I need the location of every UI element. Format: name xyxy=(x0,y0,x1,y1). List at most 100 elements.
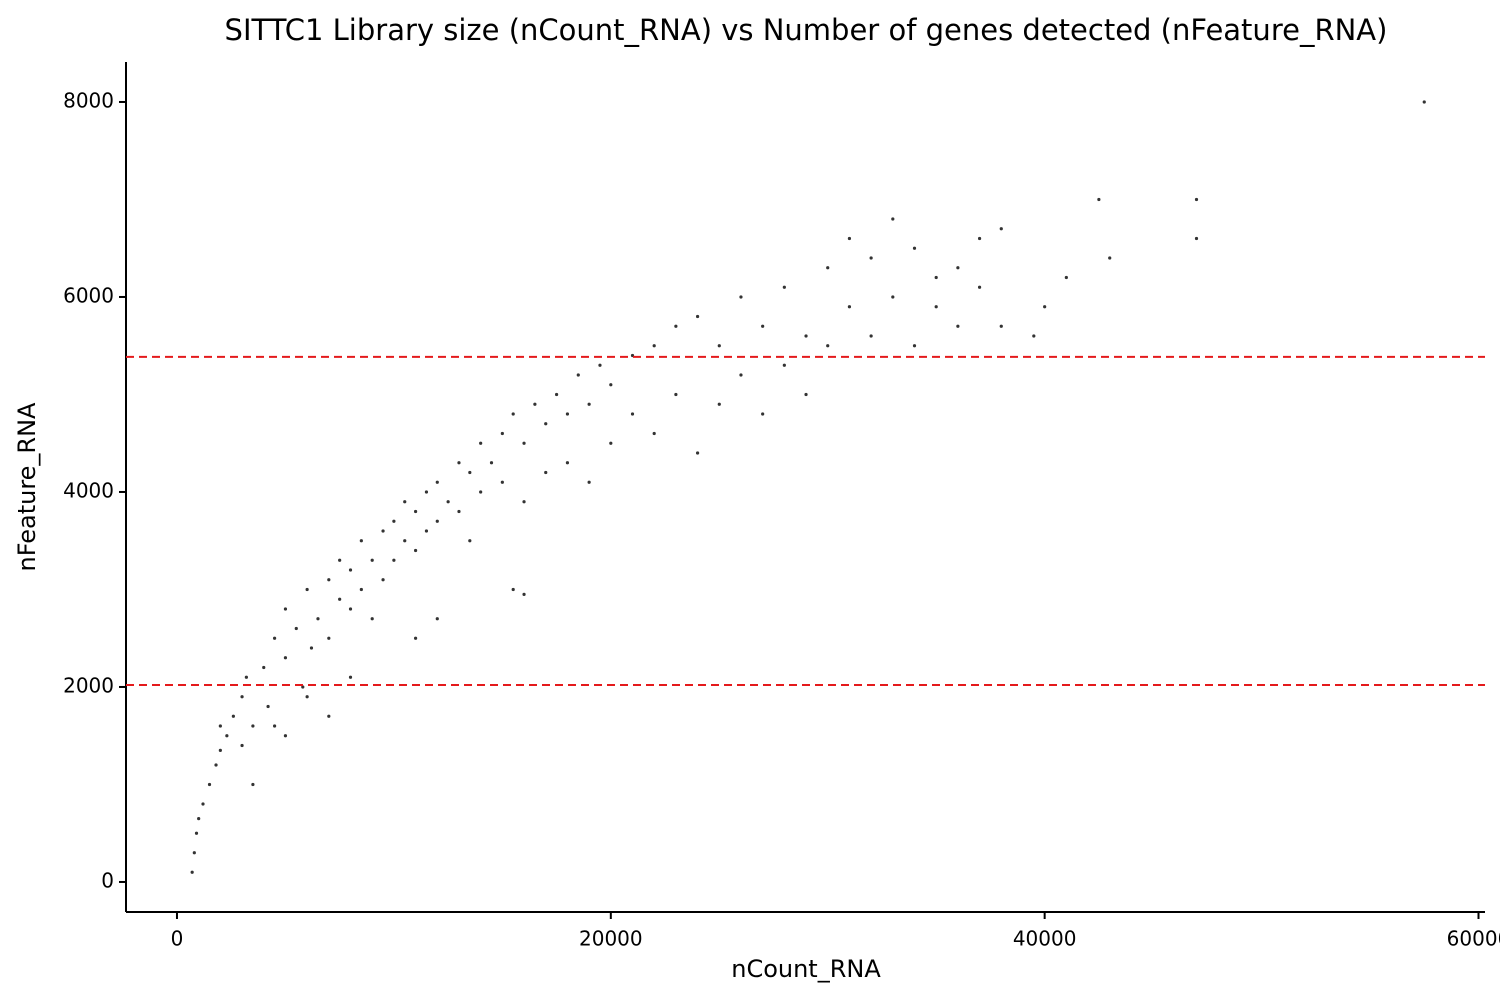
point xyxy=(912,246,917,250)
point xyxy=(305,587,309,592)
point xyxy=(847,236,852,241)
y-axis-title: nFeature_RNA xyxy=(13,402,41,572)
y-tick-label: 8000 xyxy=(63,88,114,112)
point xyxy=(240,695,244,699)
point xyxy=(370,558,374,562)
point xyxy=(218,724,222,728)
point xyxy=(359,587,363,592)
point xyxy=(587,480,591,484)
point xyxy=(977,285,982,289)
point xyxy=(348,607,353,611)
point xyxy=(403,539,407,543)
point xyxy=(511,587,515,592)
point xyxy=(544,470,548,475)
point xyxy=(309,646,314,650)
point xyxy=(294,626,298,631)
point xyxy=(305,695,309,699)
point xyxy=(587,402,591,406)
point xyxy=(565,412,570,416)
point xyxy=(999,227,1003,231)
point xyxy=(338,597,342,601)
point xyxy=(956,324,960,328)
x-tick-label: 20000 xyxy=(579,927,643,951)
point xyxy=(934,275,938,280)
point xyxy=(489,461,494,465)
point xyxy=(782,363,786,367)
point xyxy=(435,480,439,484)
point xyxy=(804,334,808,338)
point xyxy=(1097,197,1101,202)
point xyxy=(359,539,363,543)
point xyxy=(266,704,270,709)
y-tick-label: 6000 xyxy=(63,283,114,307)
point xyxy=(468,470,472,475)
point xyxy=(244,675,248,679)
point xyxy=(370,617,374,621)
point xyxy=(348,675,353,679)
point xyxy=(316,617,320,621)
point xyxy=(739,295,743,299)
point xyxy=(327,636,331,640)
point xyxy=(544,422,548,426)
point xyxy=(1422,100,1426,104)
y-tick-label: 2000 xyxy=(63,673,114,697)
point xyxy=(826,344,830,348)
chart-title: SITTC1 Library size (nCount_RNA) vs Numb… xyxy=(225,13,1388,47)
point xyxy=(327,578,331,582)
y-tick-label: 0 xyxy=(101,868,114,892)
point xyxy=(194,831,199,835)
point xyxy=(197,816,201,821)
point xyxy=(804,392,808,397)
point xyxy=(598,363,602,367)
point xyxy=(381,578,385,582)
point xyxy=(500,431,504,436)
point xyxy=(457,461,461,465)
point xyxy=(576,373,580,377)
point xyxy=(999,324,1003,328)
point xyxy=(1064,275,1068,280)
point xyxy=(630,412,635,416)
point xyxy=(283,656,288,660)
point xyxy=(1032,334,1036,338)
point xyxy=(272,636,277,640)
point xyxy=(218,748,222,752)
point xyxy=(327,714,331,718)
point xyxy=(522,592,526,596)
point xyxy=(554,392,559,397)
point xyxy=(468,539,472,543)
point xyxy=(652,431,656,436)
point xyxy=(717,402,721,406)
point xyxy=(479,490,483,494)
point xyxy=(240,743,244,748)
point xyxy=(251,724,255,728)
point xyxy=(435,519,439,523)
point xyxy=(500,480,504,484)
point xyxy=(192,851,196,855)
point xyxy=(201,802,205,806)
point xyxy=(272,724,277,728)
point xyxy=(413,509,418,514)
x-tick-label: 40000 xyxy=(1013,927,1077,951)
point xyxy=(652,344,656,348)
point xyxy=(301,685,305,689)
point xyxy=(695,451,700,455)
point xyxy=(262,665,266,670)
point xyxy=(891,295,895,299)
point xyxy=(214,763,218,767)
point xyxy=(533,402,537,406)
point xyxy=(739,373,743,377)
point xyxy=(869,256,873,260)
point xyxy=(1043,305,1047,309)
x-tick-label: 0 xyxy=(171,927,184,951)
point xyxy=(695,314,700,319)
point xyxy=(457,509,461,514)
point xyxy=(761,412,765,416)
point xyxy=(403,500,407,504)
point xyxy=(826,266,830,270)
point xyxy=(413,636,418,640)
point xyxy=(381,529,385,533)
point xyxy=(782,285,786,289)
point xyxy=(761,324,765,328)
point xyxy=(283,734,288,738)
